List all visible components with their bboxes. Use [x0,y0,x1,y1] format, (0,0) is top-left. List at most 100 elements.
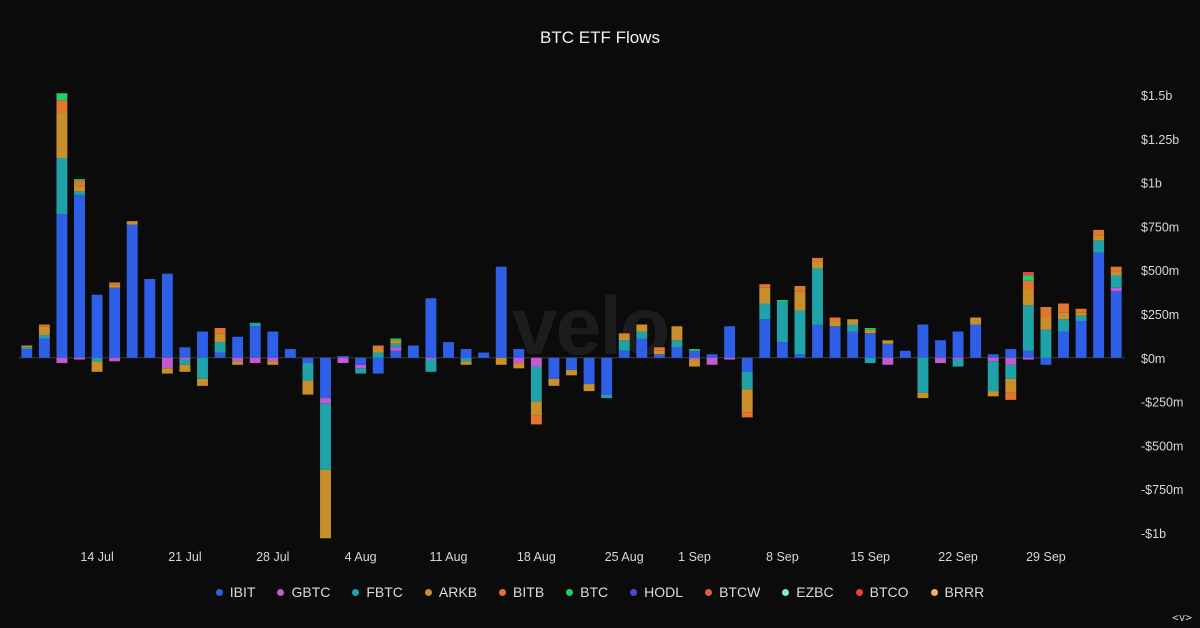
x-tick-label: 29 Sep [1026,550,1066,564]
bar-segment-fbtc [1093,240,1105,253]
bar-segment-gbtc [689,357,700,360]
y-tick-label: $0m [1141,352,1165,366]
bar-segment-btco [1022,271,1034,276]
bar-segment-gbtc [161,357,173,369]
bar-segment-arkb [671,326,683,341]
bar-segment-ibit [583,357,595,385]
bar-segment-bitb [1005,392,1017,400]
bar-segment-ibit [724,326,736,358]
bar-segment-fbtc [864,357,876,364]
bar-segment-arkb [636,324,648,332]
bar-segment-arkb [460,361,472,365]
legend-item-ezbc[interactable]: EZBC [782,584,834,600]
bar-segment-arkb [566,370,577,376]
bar-segment-arkb [864,329,876,334]
bar-segment-ibit [302,357,314,364]
bar-segment-ibit [935,340,946,358]
legend-item-arkb[interactable]: ARKB [424,584,477,600]
bar-segment-ibit [1040,357,1052,365]
chart-title: BTC ETF Flows [540,28,660,47]
bar-segment-ibit [337,356,349,358]
legend-label: BITB [513,584,545,600]
bar-segment-ibit [249,326,261,358]
bar-segment-arkb [794,291,806,311]
bar-segment-ibit [372,357,384,374]
legend-item-btcw[interactable]: BTCW [705,584,760,600]
bar-segment-fbtc [302,363,314,381]
legend-label: BTCO [869,584,909,600]
bar-segment-ibit [653,354,665,358]
bar-segment-fbtc [812,268,823,325]
legend-item-gbtc[interactable]: GBTC [277,584,330,600]
bar-segment-ibit [56,214,68,358]
bar-segment-arkb [214,333,226,343]
legend-label: BTC [580,584,609,600]
legend-dot-icon [277,588,285,596]
bar-segment-arkb [530,401,542,416]
bar-segment-btc [864,328,876,330]
bar-segment-ibit [548,357,560,379]
legend-dot-icon [855,588,863,596]
bar-segment-ibit [1093,252,1105,358]
bar-segment-fbtc [618,340,630,351]
y-tick-label: $1b [1141,177,1162,191]
bar-segment-arkb [1093,235,1105,241]
legend-item-fbtc[interactable]: FBTC [352,584,403,600]
bar-segment-ibit [109,287,121,358]
bar-segment-arkb [267,361,279,365]
bar-segment-ibit [917,324,929,358]
bar-segment-arkb [390,340,402,344]
bar-segment-fbtc [179,359,191,365]
y-tick-label: -$500m [1141,439,1183,453]
bar-segment-ibit [1058,331,1069,358]
bar-segment-btc [1022,275,1034,281]
bar-segment-gbtc [109,357,121,362]
bar-segment-arkb [618,335,630,341]
bar-segment-btc [74,179,85,181]
bar-segment-ibit [460,349,472,358]
bar-segment-arkb [829,321,841,327]
bar-segment-ibit [495,266,507,358]
bar-segment-fbtc [794,310,806,355]
bar-segment-ibit [267,331,279,358]
legend-item-btco[interactable]: BTCO [855,584,909,600]
legend-dot-icon [215,588,223,596]
bar-segment-ibit [759,319,771,358]
y-tick-label: $500m [1141,264,1179,278]
bar-segment-bitb [372,345,384,350]
legend-item-hodl[interactable]: HODL [630,584,683,600]
bar-segment-fbtc [74,191,85,195]
bar-segment-fbtc [759,303,771,320]
legend-item-brrr[interactable]: BRRR [930,584,984,600]
bar-segment-fbtc [636,331,648,339]
bar-segment-arkb [372,349,384,353]
bar-segment-arkb [847,319,859,325]
y-tick-label: -$1b [1141,527,1166,541]
bar-segment-ibit [952,331,964,358]
bar-segment-ibit [74,194,85,358]
bar-segment-bitb [214,328,226,334]
bar-segment-bitb [829,317,841,322]
bar-segment-fbtc [671,340,683,348]
legend-dot-icon [930,588,938,596]
bar-segment-ibit [987,354,999,358]
bar-segment-gbtc [513,357,525,364]
bar-segment-gbtc [952,357,964,360]
bar-segment-ibit [355,357,367,365]
bar-segment-fbtc [1005,364,1017,379]
bar-segment-fbtc [56,158,68,215]
bar-segment-ibit [1022,350,1034,358]
legend-item-bitb[interactable]: BITB [499,584,544,600]
legend-item-btc[interactable]: BTC [566,584,608,600]
bar-segment-arkb [548,378,560,386]
bar-segment-btc [776,299,788,302]
bar-segment-arkb [1022,289,1034,306]
legend-item-ibit[interactable]: IBIT [215,584,255,600]
bar-segment-fbtc [460,357,472,362]
bar-segment-ibit [284,349,296,358]
bar-segment-fbtc [530,366,542,402]
bar-segment-arkb [653,350,665,355]
bar-segment-gbtc [232,357,244,362]
bar-segment-btc [56,93,68,101]
bar-segment-fbtc [425,359,437,372]
